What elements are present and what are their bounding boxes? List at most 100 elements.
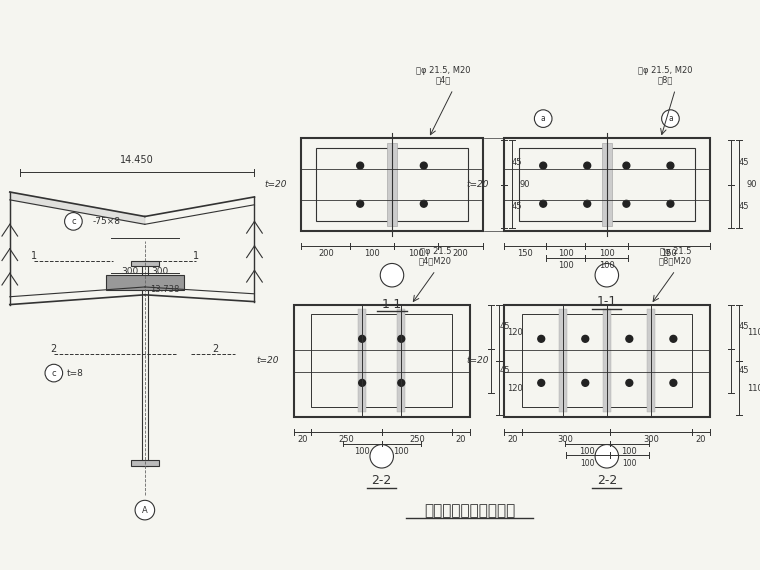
Circle shape [356, 200, 363, 207]
Text: 100: 100 [579, 447, 595, 456]
Circle shape [595, 263, 619, 287]
Text: 100: 100 [394, 447, 409, 456]
Text: 2-2: 2-2 [597, 474, 617, 487]
Circle shape [623, 200, 630, 207]
Circle shape [540, 200, 546, 207]
Text: 100: 100 [622, 459, 637, 467]
Text: 300: 300 [122, 267, 139, 276]
Bar [559, 310, 567, 412]
Text: 150: 150 [518, 249, 533, 258]
Text: 100: 100 [409, 249, 424, 258]
Text: 孔φ 21.5: 孔φ 21.5 [660, 247, 691, 255]
Bar [131, 260, 159, 266]
Text: 110: 110 [747, 384, 760, 393]
Text: 孔φ 21.5: 孔φ 21.5 [420, 247, 451, 255]
Text: 1-1: 1-1 [597, 295, 617, 308]
Circle shape [359, 380, 366, 386]
Text: 45: 45 [499, 366, 510, 375]
Bar [504, 138, 710, 231]
Text: 2: 2 [212, 344, 218, 353]
Text: 100: 100 [354, 447, 370, 456]
Text: 90: 90 [520, 180, 530, 189]
Text: 1: 1 [31, 251, 37, 260]
Text: 200: 200 [318, 249, 334, 258]
Text: 100: 100 [599, 261, 615, 270]
Text: A: A [142, 506, 147, 515]
Polygon shape [10, 192, 145, 225]
Text: 共4个: 共4个 [435, 75, 451, 84]
Text: t=20: t=20 [467, 356, 489, 365]
Text: 45: 45 [739, 366, 749, 375]
Circle shape [538, 335, 545, 342]
Text: 100: 100 [558, 261, 574, 270]
Circle shape [626, 380, 633, 386]
Circle shape [370, 445, 394, 468]
Circle shape [356, 162, 363, 169]
Circle shape [359, 335, 366, 342]
Text: 2-2: 2-2 [372, 474, 392, 487]
Circle shape [626, 335, 633, 342]
Text: 100: 100 [581, 459, 595, 467]
Text: 250: 250 [339, 435, 354, 444]
Text: 120: 120 [507, 328, 523, 337]
Text: t=20: t=20 [467, 180, 489, 189]
Bar [312, 315, 452, 408]
Text: 150: 150 [661, 249, 677, 258]
Text: 200: 200 [453, 249, 468, 258]
Text: 100: 100 [599, 249, 615, 258]
Bar [603, 310, 611, 412]
Text: -75×8: -75×8 [93, 217, 121, 226]
Text: a: a [541, 114, 546, 123]
Circle shape [45, 364, 62, 382]
Text: 300: 300 [558, 435, 574, 444]
Text: 共8个: 共8个 [658, 75, 673, 84]
Text: t=20: t=20 [256, 356, 279, 365]
Circle shape [584, 200, 591, 207]
Text: c: c [71, 217, 76, 226]
Circle shape [584, 162, 591, 169]
Text: 2: 2 [51, 344, 57, 353]
Text: c: c [52, 369, 56, 377]
Text: 20: 20 [695, 435, 706, 444]
Text: 45: 45 [499, 322, 510, 331]
Text: 14.450: 14.450 [120, 154, 154, 165]
Text: 20: 20 [508, 435, 518, 444]
Text: 100: 100 [622, 447, 637, 456]
Text: 共4个M20: 共4个M20 [419, 256, 452, 266]
Text: 共8个M20: 共8个M20 [659, 256, 692, 266]
Circle shape [420, 200, 427, 207]
Circle shape [662, 110, 679, 128]
Circle shape [397, 380, 405, 386]
Text: 120: 120 [507, 384, 523, 393]
Bar [602, 143, 612, 226]
Circle shape [623, 162, 630, 169]
Text: 90: 90 [747, 180, 757, 189]
Circle shape [534, 110, 552, 128]
Bar [358, 310, 366, 412]
Text: 45: 45 [739, 158, 749, 167]
Bar [302, 138, 483, 231]
Circle shape [595, 445, 619, 468]
Text: a: a [668, 114, 673, 123]
Bar [397, 310, 405, 412]
Text: 100: 100 [365, 249, 380, 258]
Text: 中梁柱节点详图（十）: 中梁柱节点详图（十） [424, 503, 515, 519]
Text: 1: 1 [193, 251, 199, 260]
Bar [647, 310, 655, 412]
Circle shape [538, 380, 545, 386]
Text: 250: 250 [409, 435, 425, 444]
Text: 20: 20 [456, 435, 466, 444]
Circle shape [582, 335, 589, 342]
Text: 110: 110 [747, 328, 760, 337]
Text: 20: 20 [297, 435, 308, 444]
Text: 1-1: 1-1 [382, 298, 402, 311]
Circle shape [135, 500, 154, 520]
Bar [521, 315, 692, 408]
Text: 45: 45 [512, 202, 522, 211]
Circle shape [667, 200, 674, 207]
Circle shape [670, 380, 677, 386]
Circle shape [540, 162, 546, 169]
Text: t=8: t=8 [67, 369, 84, 377]
Circle shape [667, 162, 674, 169]
Circle shape [582, 380, 589, 386]
